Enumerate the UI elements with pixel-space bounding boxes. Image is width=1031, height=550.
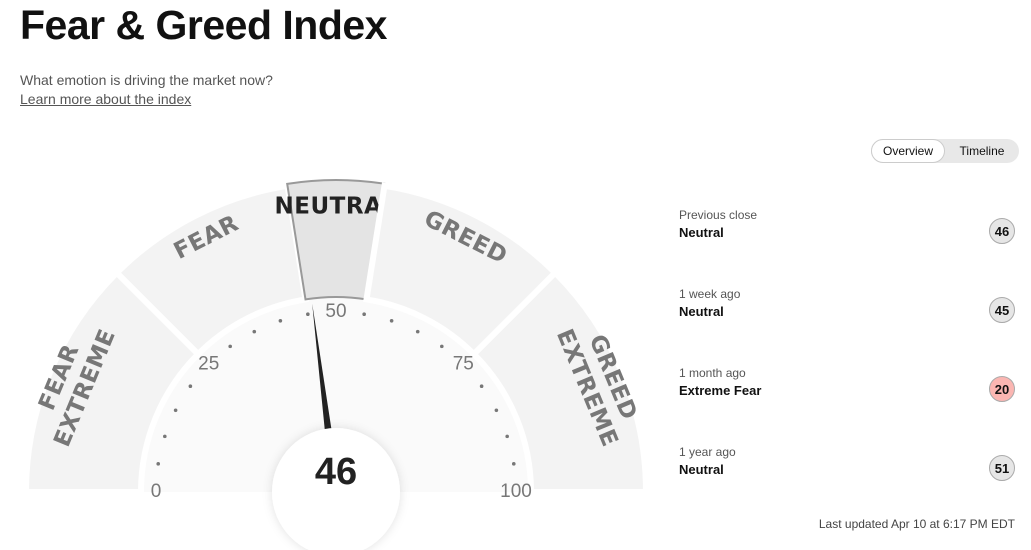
- history-row: Previous close Neutral 46: [679, 208, 1015, 258]
- tick-label: 75: [453, 354, 474, 375]
- minor-tick: [156, 462, 161, 466]
- tick-label: 0: [151, 481, 162, 502]
- minor-tick: [228, 344, 232, 349]
- minor-tick: [278, 319, 283, 323]
- minor-tick: [494, 408, 499, 413]
- score-badge: 20: [989, 376, 1015, 402]
- minor-tick: [389, 319, 394, 323]
- inner-area: [141, 297, 531, 492]
- last-updated: Last updated Apr 10 at 6:17 PM EDT: [818, 517, 1015, 531]
- period: 1 year ago: [679, 445, 736, 459]
- score-badge: 46: [989, 218, 1015, 244]
- band: [469, 268, 650, 495]
- tick-label: 25: [198, 354, 219, 375]
- rating: Neutral: [679, 304, 724, 319]
- history-row: 1 month ago Extreme Fear 20: [679, 366, 1015, 416]
- minor-tick: [415, 329, 420, 334]
- history-row: 1 week ago Neutral 45: [679, 287, 1015, 337]
- title: Fear & Greed Index: [20, 2, 387, 48]
- hub: [272, 428, 400, 550]
- period: Previous close: [679, 208, 758, 222]
- tab[interactable]: Timeline: [959, 144, 1005, 158]
- period: 1 week ago: [679, 287, 741, 301]
- minor-tick: [511, 462, 516, 466]
- score-badge: 51: [989, 455, 1015, 481]
- minor-tick: [188, 384, 193, 388]
- minor-tick: [306, 312, 310, 317]
- score: 46: [315, 451, 357, 493]
- minor-tick: [479, 384, 484, 388]
- minor-tick: [252, 329, 257, 334]
- band-label: NEUTRAL: [275, 194, 398, 220]
- tab[interactable]: Overview: [871, 139, 945, 163]
- minor-tick: [362, 312, 366, 317]
- minor-tick: [505, 434, 509, 439]
- rating: Neutral: [679, 462, 724, 477]
- rating: Neutral: [679, 225, 724, 240]
- rating: Extreme Fear: [679, 383, 762, 398]
- tick-label: 50: [325, 301, 346, 322]
- period: 1 month ago: [679, 366, 746, 380]
- learn-link[interactable]: Learn more about the index: [20, 91, 192, 107]
- history-row: 1 year ago Neutral 51: [679, 445, 1015, 495]
- minor-tick: [163, 434, 167, 439]
- tab-switch: Overview Timeline: [871, 139, 1019, 163]
- subtitle: What emotion is driving the market now?: [20, 72, 273, 88]
- minor-tick: [173, 408, 178, 413]
- score-badge: 45: [989, 297, 1015, 323]
- minor-tick: [440, 344, 444, 349]
- tick-label: 100: [500, 481, 532, 502]
